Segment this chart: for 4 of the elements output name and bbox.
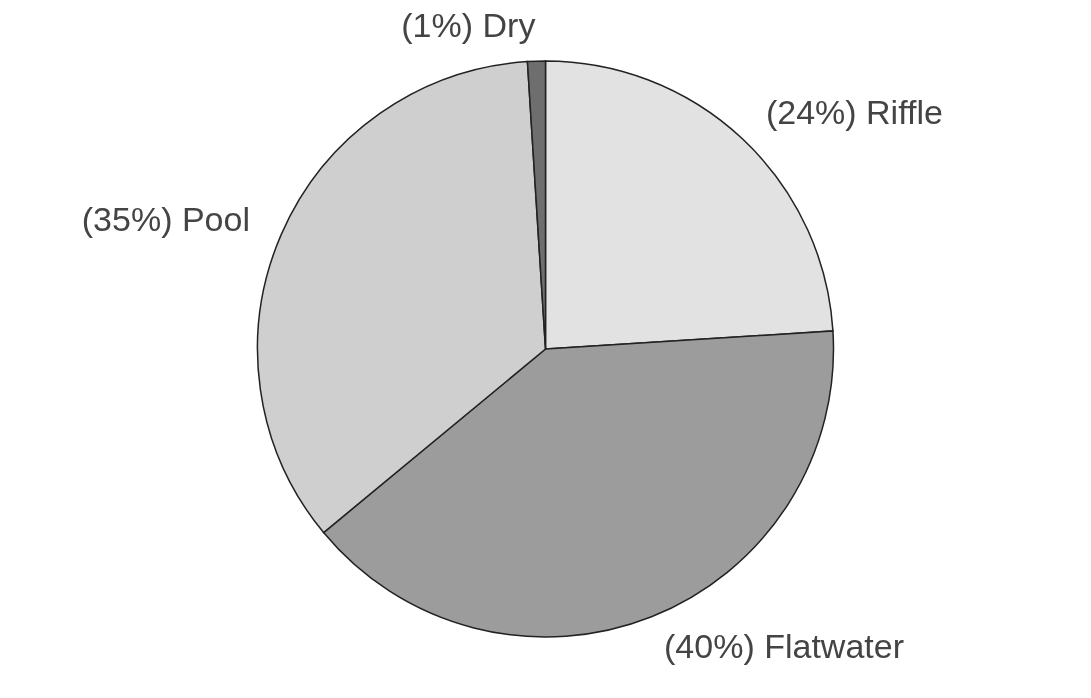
slice-label: (24%) Riffle xyxy=(765,93,943,132)
slice-label: (40%) Flatwater xyxy=(664,627,904,666)
slice-label: (1%) Dry xyxy=(401,6,536,45)
slice-label: (35%) Pool xyxy=(81,200,250,239)
